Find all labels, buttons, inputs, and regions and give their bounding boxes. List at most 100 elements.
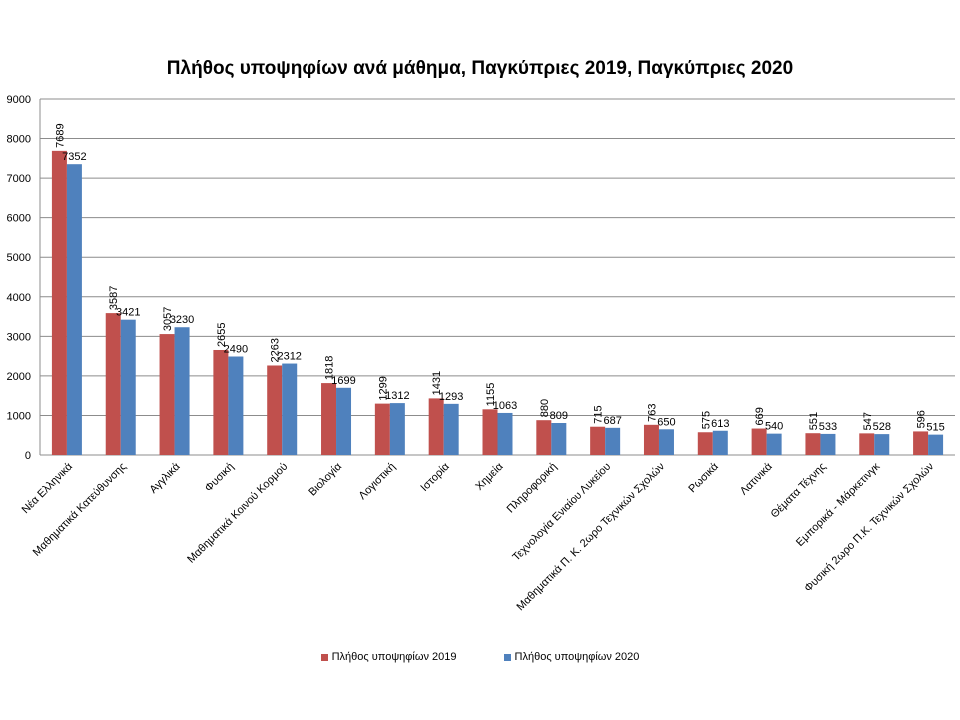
data-label-2019: 1431 xyxy=(431,371,443,395)
data-label-2020: 3421 xyxy=(116,307,140,319)
bar-2019 xyxy=(159,334,175,455)
bar-2019 xyxy=(213,349,229,455)
x-tick-label: Φυσική xyxy=(203,461,237,495)
data-label-2020: 3230 xyxy=(170,314,194,326)
data-label-2020: 528 xyxy=(873,421,891,433)
data-label-2020: 2312 xyxy=(277,351,301,363)
x-tick-label: Λατινικά xyxy=(738,460,775,497)
x-tick-label: Ρωσικά xyxy=(686,460,721,495)
bar-2020 xyxy=(928,434,944,455)
bar-2020 xyxy=(658,429,674,455)
data-label-2019: 3057 xyxy=(162,307,174,331)
data-label-2019: 1818 xyxy=(324,356,336,380)
legend-label-2020: Πλήθος υποψηφίων 2020 xyxy=(514,651,640,663)
data-label-2020: 687 xyxy=(603,415,621,427)
bar-2019 xyxy=(51,150,67,455)
bar-2019 xyxy=(859,433,875,455)
data-label-2019: 596 xyxy=(916,410,928,428)
x-tick-label: Μαθηματικά Κοινού Κορμού xyxy=(185,461,290,566)
data-label-2019: 1299 xyxy=(377,376,389,400)
y-tick-label: 2000 xyxy=(7,371,31,383)
data-label-2019: 669 xyxy=(754,407,766,425)
legend-item-2019: Πλήθος υποψηφίων 2019 xyxy=(320,651,457,663)
data-label-2020: 540 xyxy=(765,421,783,433)
bar-2019 xyxy=(805,433,821,455)
data-label-2019: 575 xyxy=(700,411,712,429)
bar-2020 xyxy=(66,164,82,455)
bar-2020 xyxy=(174,327,190,455)
bar-2019 xyxy=(751,428,767,455)
data-label-2019: 763 xyxy=(646,403,658,421)
data-label-2020: 7352 xyxy=(62,151,86,163)
bar-2020 xyxy=(120,319,136,455)
y-tick-label: 3000 xyxy=(7,331,31,343)
bar-2019 xyxy=(105,313,121,455)
data-label-2020: 1293 xyxy=(439,391,463,403)
x-tick-label: Αγγλικά xyxy=(147,460,183,496)
data-label-2019: 2655 xyxy=(216,322,228,346)
y-tick-label: 5000 xyxy=(7,252,31,264)
x-tick-label: Τεχνολογία Ενιαίου Λυκείου xyxy=(510,461,613,564)
y-tick-label: 1000 xyxy=(7,410,31,422)
bar-2019 xyxy=(321,383,337,455)
legend-swatch-2019 xyxy=(320,653,328,661)
bar-2019 xyxy=(374,403,390,455)
data-label-2020: 1063 xyxy=(493,400,517,412)
bar-2020 xyxy=(712,430,728,455)
bar-2020 xyxy=(820,433,836,455)
bar-2019 xyxy=(536,420,552,455)
data-label-2020: 515 xyxy=(926,422,944,434)
bar-2019 xyxy=(267,365,283,455)
y-tick-label: 8000 xyxy=(7,134,31,146)
bar-2020 xyxy=(551,422,567,455)
bar-2020 xyxy=(282,363,298,455)
legend-label-2019: Πλήθος υποψηφίων 2019 xyxy=(331,651,457,663)
y-tick-label: 4000 xyxy=(7,292,31,304)
data-label-2020: 533 xyxy=(819,421,837,433)
data-label-2020: 613 xyxy=(711,418,729,430)
data-label-2019: 547 xyxy=(862,412,874,430)
data-label-2020: 809 xyxy=(550,410,568,422)
data-label-2019: 3587 xyxy=(108,286,120,310)
x-tick-label: Λογιστική xyxy=(357,461,398,502)
data-label-2020: 1312 xyxy=(385,390,409,402)
data-label-2019: 880 xyxy=(539,399,551,417)
x-tick-label: Ιστορία xyxy=(418,460,452,494)
legend-swatch-2020 xyxy=(503,653,511,661)
bar-2020 xyxy=(497,412,513,455)
chart-title: Πλήθος υποψηφίων ανά μάθημα, Παγκύπριες … xyxy=(166,58,794,79)
data-label-2019: 551 xyxy=(808,412,820,430)
legend-item-2020: Πλήθος υποψηφίων 2020 xyxy=(503,651,640,663)
bar-2019 xyxy=(590,426,606,455)
data-label-2020: 1699 xyxy=(331,375,355,387)
data-label-2019: 7689 xyxy=(54,123,66,147)
bar-2019 xyxy=(913,431,929,455)
bar-2020 xyxy=(389,403,405,455)
bar-2019 xyxy=(643,424,659,455)
x-tick-label: Πληροφορική xyxy=(505,461,560,516)
bar-2020 xyxy=(443,403,459,455)
y-tick-label: 9000 xyxy=(7,94,31,106)
y-tick-label: 0 xyxy=(25,450,31,462)
data-label-2019: 1155 xyxy=(485,383,497,407)
data-label-2019: 2263 xyxy=(270,338,282,362)
bar-2020 xyxy=(605,427,621,455)
y-tick-label: 7000 xyxy=(7,173,31,185)
bar-2020 xyxy=(228,356,244,455)
x-tick-label: Νέα Ελληνικά xyxy=(20,460,76,516)
x-tick-label: Μαθηματικά Κατεύθυνσης xyxy=(31,461,129,559)
x-tick-label: Χημεία xyxy=(473,460,506,493)
legend: Πλήθος υποψηφίων 2019 Πλήθος υποψηφίων 2… xyxy=(0,651,960,663)
bar-2019 xyxy=(428,398,444,455)
x-tick-label: Βιολογία xyxy=(306,460,344,498)
x-tick-label: Θέματα Τέχνης xyxy=(769,461,829,521)
bar-2020 xyxy=(766,433,782,455)
bar-2019 xyxy=(482,409,498,455)
data-label-2019: 715 xyxy=(593,405,605,423)
data-label-2020: 2490 xyxy=(224,344,248,356)
data-label-2020: 650 xyxy=(657,416,675,428)
bar-2020 xyxy=(336,387,352,455)
bar-2019 xyxy=(697,432,713,455)
bar-2020 xyxy=(874,434,890,455)
